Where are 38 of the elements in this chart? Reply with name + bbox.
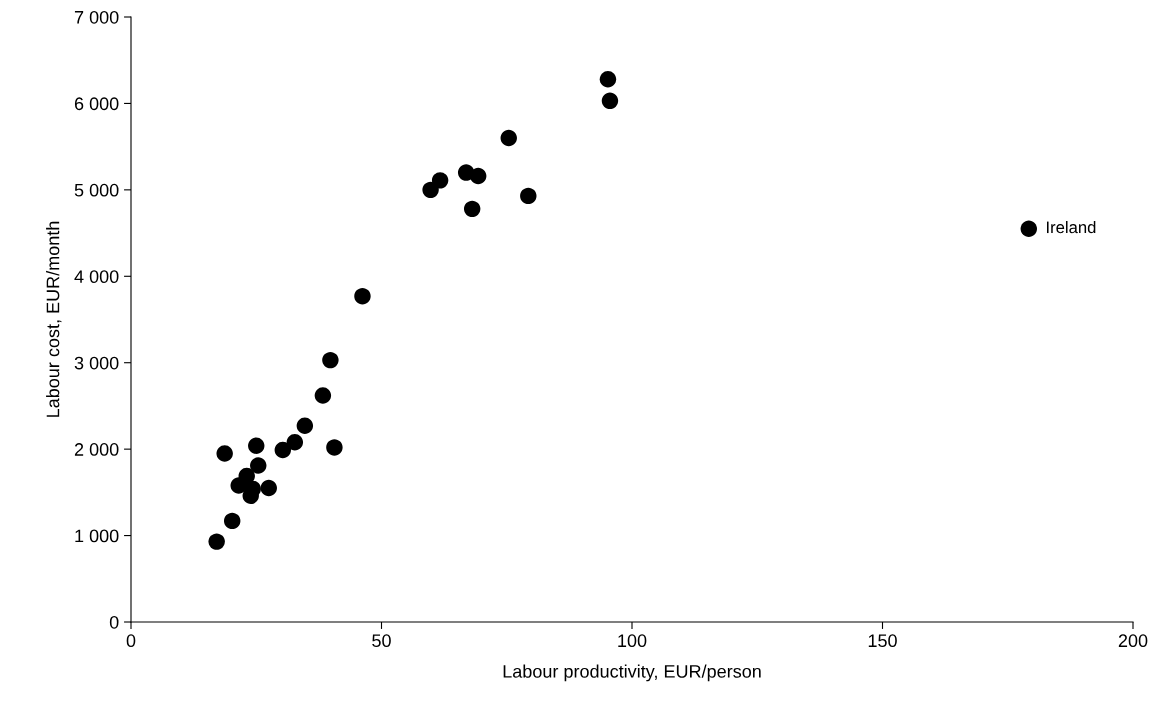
x-tick-label: 0 <box>126 634 136 648</box>
point <box>354 287 371 305</box>
y-tick-label: 6 000 <box>74 97 119 111</box>
point <box>599 71 617 88</box>
point <box>326 439 343 456</box>
point <box>500 129 517 147</box>
point <box>463 200 481 218</box>
point <box>1020 220 1038 237</box>
point <box>216 445 233 462</box>
point <box>230 477 247 494</box>
x-tick-label: 150 <box>868 634 897 648</box>
x-axis-title: Labour productivity, EUR/person <box>503 664 761 682</box>
point <box>208 533 225 550</box>
point <box>601 92 619 110</box>
point <box>296 417 314 435</box>
point <box>260 479 277 497</box>
y-tick-label: 5 000 <box>74 183 119 197</box>
y-tick-label: 2 000 <box>74 443 119 456</box>
y-tick-label: 1 000 <box>75 529 119 543</box>
point <box>250 457 267 474</box>
y-tick-label: 4 000 <box>74 270 119 284</box>
x-tick-label: 50 <box>372 634 391 648</box>
y-tick-label: 0 <box>109 615 119 629</box>
y-tick-label: 7 000 <box>74 10 119 24</box>
point <box>469 167 487 185</box>
point <box>322 351 339 369</box>
point <box>314 387 332 404</box>
y-axis-title: Labour cost, EUR/month <box>46 221 62 417</box>
point <box>431 172 449 189</box>
point <box>274 441 292 459</box>
point <box>248 437 265 454</box>
x-tick-label: 200 <box>1118 634 1148 648</box>
x-tick-label: 100 <box>618 634 647 648</box>
point <box>520 187 537 205</box>
y-tick-label: 3 000 <box>74 356 119 370</box>
annotation: Ireland <box>1047 220 1096 234</box>
point <box>286 434 304 451</box>
point <box>223 512 241 530</box>
